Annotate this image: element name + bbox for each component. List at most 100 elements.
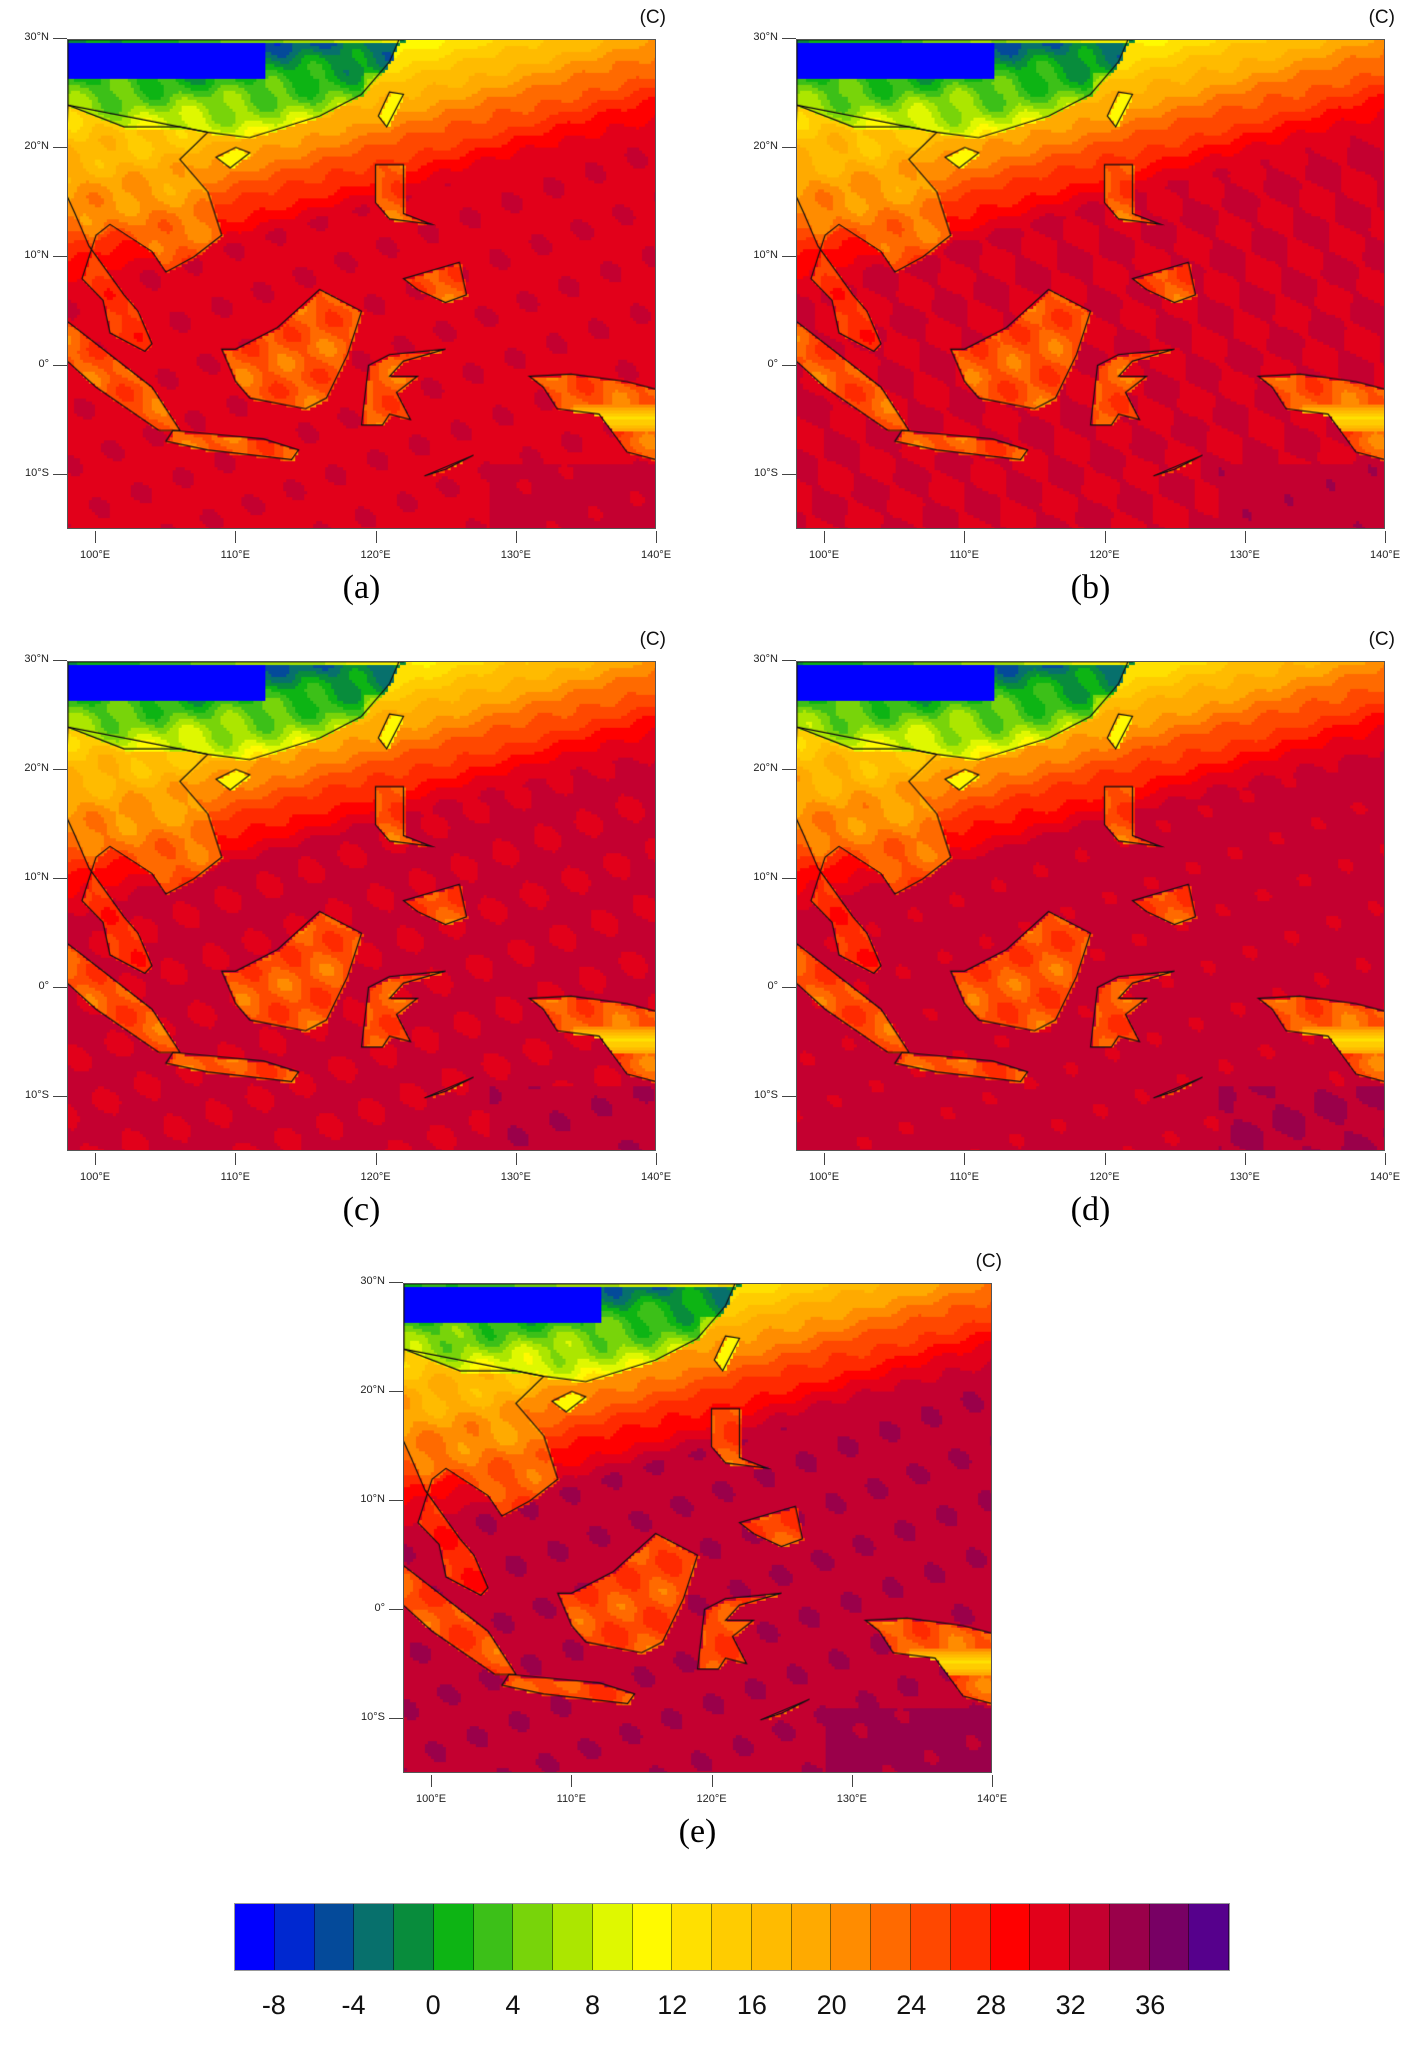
colorbar-cell xyxy=(394,1904,434,1970)
temperature-map xyxy=(67,661,656,1151)
colorbar-cell xyxy=(314,1904,355,1970)
lon-tick-label: 130°E xyxy=(1220,1153,1270,1183)
lon-tick-label: 140°E xyxy=(631,531,681,561)
units-label: (C) xyxy=(1368,7,1395,28)
colorbar-cell xyxy=(1189,1904,1230,1970)
colorbar-tick-label: 4 xyxy=(505,1990,521,2020)
lon-tick-label: 110°E xyxy=(210,1153,260,1183)
lat-tick-label: 10°N xyxy=(341,1493,403,1505)
colorbar-tick-label: -8 xyxy=(261,1990,286,2020)
units-label: (C) xyxy=(639,629,666,650)
lat-tick-label: 10°S xyxy=(5,467,67,479)
lat-tick-label: 10°S xyxy=(734,1089,796,1101)
panel-label: (e) xyxy=(678,1813,717,1850)
lon-tick-label: 110°E xyxy=(210,531,260,561)
colorbar xyxy=(234,1903,1230,1971)
colorbar-tick-label: 36 xyxy=(1135,1990,1166,2020)
lat-tick-label: 0° xyxy=(734,358,796,370)
colorbar-cell xyxy=(831,1904,872,1970)
map-panel-4: (C) 30°N 20°N 10°N 0° 10°S 100°E 110°E 120°E 130°… xyxy=(753,629,1400,1228)
colorbar-tick-label: 8 xyxy=(585,1990,601,2020)
lon-tick-label: 140°E xyxy=(631,1153,681,1183)
lon-tick-label: 140°E xyxy=(1360,1153,1410,1183)
colorbar-cell xyxy=(592,1904,633,1970)
colorbar-cell xyxy=(950,1904,991,1970)
lon-tick-label: 130°E xyxy=(491,531,541,561)
colorbar-cell xyxy=(1149,1904,1190,1970)
colorbar-cell xyxy=(871,1904,912,1970)
lat-tick-label: 20°N xyxy=(5,762,67,774)
lat-tick-label: 10°N xyxy=(734,871,796,883)
map-panel-2: (C) 30°N 20°N 10°N 0° 10°S 100°E 110°E 120°E 130°… xyxy=(753,7,1400,606)
lat-tick-label: 10°S xyxy=(341,1711,403,1723)
colorbar-cell xyxy=(712,1904,752,1970)
map-panel-1: (C) 30°N 20°N 10°N 0° 10°S 100°E 110°E 120°E 130°… xyxy=(24,7,671,606)
lon-tick-label: 110°E xyxy=(939,531,989,561)
panel-label: (b) xyxy=(1070,569,1111,606)
colorbar-cell xyxy=(751,1904,792,1970)
lon-tick-label: 120°E xyxy=(687,1775,737,1805)
colorbar-cell xyxy=(672,1904,713,1970)
colorbar-cell xyxy=(791,1904,832,1970)
lat-tick-label: 30°N xyxy=(5,31,67,43)
colorbar-tick-label: 24 xyxy=(896,1990,927,2020)
lon-tick-label: 130°E xyxy=(1220,531,1270,561)
temperature-map xyxy=(67,39,656,529)
lon-tick-label: 140°E xyxy=(967,1775,1017,1805)
lat-tick-label: 30°N xyxy=(5,653,67,665)
lon-tick-label: 130°E xyxy=(491,1153,541,1183)
lat-tick-label: 20°N xyxy=(734,140,796,152)
lat-tick-label: 0° xyxy=(5,980,67,992)
lat-tick-label: 10°N xyxy=(5,249,67,261)
colorbar-cell xyxy=(513,1904,554,1970)
lat-tick-label: 20°N xyxy=(5,140,67,152)
lat-tick-label: 0° xyxy=(5,358,67,370)
temperature-map xyxy=(796,39,1385,529)
colorbar-tick-label: 16 xyxy=(736,1990,767,2020)
temperature-map xyxy=(403,1283,992,1773)
temperature-map xyxy=(796,661,1385,1151)
lat-tick-label: 20°N xyxy=(734,762,796,774)
colorbar-cell xyxy=(274,1904,315,1970)
colorbar-tick-label: 28 xyxy=(975,1990,1006,2020)
lat-tick-label: 30°N xyxy=(341,1275,403,1287)
units-label: (C) xyxy=(975,1251,1002,1272)
map-panel-5: (C) 30°N 20°N 10°N 0° 10°S 100°E 110°E 120°E 130°… xyxy=(360,1251,1007,1850)
lon-tick-label: 100°E xyxy=(799,531,849,561)
lat-tick-label: 0° xyxy=(734,980,796,992)
lon-tick-label: 100°E xyxy=(70,1153,120,1183)
colorbar-cell xyxy=(632,1904,673,1970)
lon-tick-label: 100°E xyxy=(406,1775,456,1805)
lon-tick-label: 120°E xyxy=(1080,531,1130,561)
colorbar-cell xyxy=(553,1904,593,1970)
colorbar-cell xyxy=(235,1904,275,1970)
colorbar-cell xyxy=(1070,1904,1110,1970)
panel-label: (a) xyxy=(342,569,381,606)
colorbar-tick-label: 32 xyxy=(1055,1990,1086,2020)
lon-tick-label: 110°E xyxy=(939,1153,989,1183)
units-label: (C) xyxy=(639,7,666,28)
lat-tick-label: 10°S xyxy=(734,467,796,479)
lat-tick-label: 10°N xyxy=(5,871,67,883)
lon-tick-label: 130°E xyxy=(827,1775,877,1805)
lat-tick-label: 10°S xyxy=(5,1089,67,1101)
lon-tick-label: 140°E xyxy=(1360,531,1410,561)
colorbar-cell xyxy=(1030,1904,1071,1970)
colorbar-cell xyxy=(354,1904,395,1970)
map-panel-3: (C) 30°N 20°N 10°N 0° 10°S 100°E 110°E 120°E 130°… xyxy=(24,629,671,1228)
lon-tick-label: 100°E xyxy=(799,1153,849,1183)
lon-tick-label: 120°E xyxy=(351,531,401,561)
units-label: (C) xyxy=(1368,629,1395,650)
lon-tick-label: 100°E xyxy=(70,531,120,561)
lon-tick-label: 120°E xyxy=(351,1153,401,1183)
panel-label: (c) xyxy=(342,1191,381,1228)
lon-tick-label: 110°E xyxy=(546,1775,596,1805)
lat-tick-label: 20°N xyxy=(341,1384,403,1396)
colorbar-cell xyxy=(1109,1904,1150,1970)
colorbar-tick-label: 12 xyxy=(657,1990,688,2020)
colorbar-tick-label: 0 xyxy=(425,1990,441,2020)
colorbar-tick-label: -4 xyxy=(341,1990,366,2020)
lat-tick-label: 0° xyxy=(341,1602,403,1614)
colorbar-cell xyxy=(473,1904,514,1970)
lon-tick-label: 120°E xyxy=(1080,1153,1130,1183)
